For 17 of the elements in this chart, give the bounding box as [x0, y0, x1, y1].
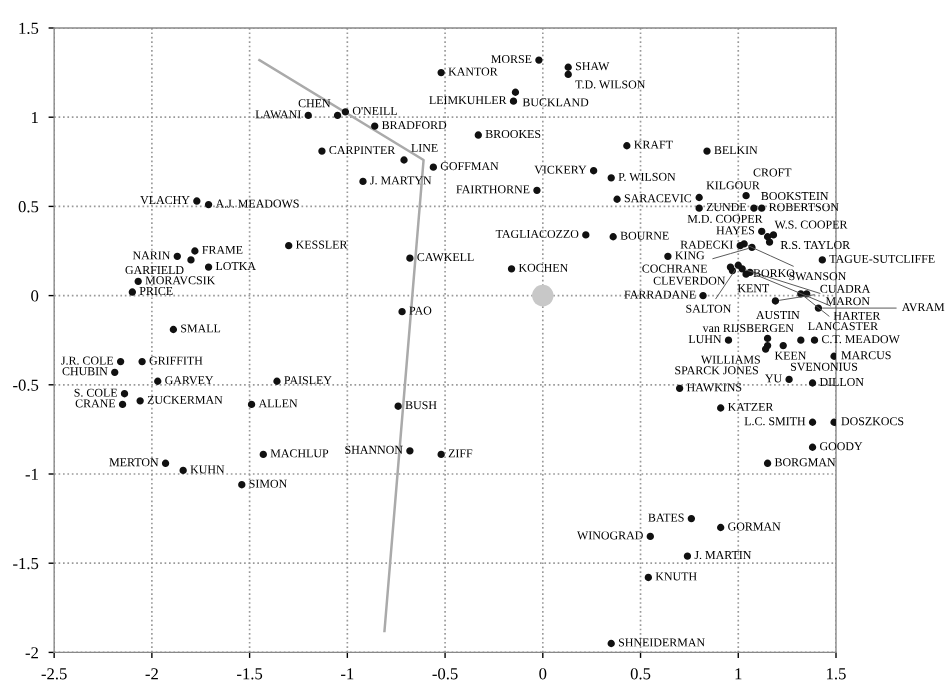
- x-tick-label: -2.5: [41, 668, 67, 680]
- x-tick-label: -1: [341, 668, 354, 680]
- y-tick-label: 0.5: [18, 201, 39, 213]
- x-tick-label: 0.5: [630, 668, 651, 680]
- x-tick-label: -1.5: [237, 668, 263, 680]
- y-tick-label: 0: [31, 290, 39, 302]
- y-tick-label: -2: [25, 647, 38, 659]
- x-tick-label: 1.5: [827, 668, 846, 680]
- x-tick-label: 0: [539, 668, 547, 680]
- y-tick-label: 1.5: [19, 22, 39, 35]
- x-tick-label: -2: [145, 668, 158, 680]
- x-tick-label: -0.5: [432, 668, 458, 680]
- y-tick-label: -0.5: [13, 379, 39, 391]
- y-tick-label: -1.5: [13, 557, 39, 570]
- y-tick-label: -1: [25, 468, 38, 480]
- x-tick-label: 1: [735, 668, 742, 680]
- y-tick-label: 1: [32, 111, 38, 123]
